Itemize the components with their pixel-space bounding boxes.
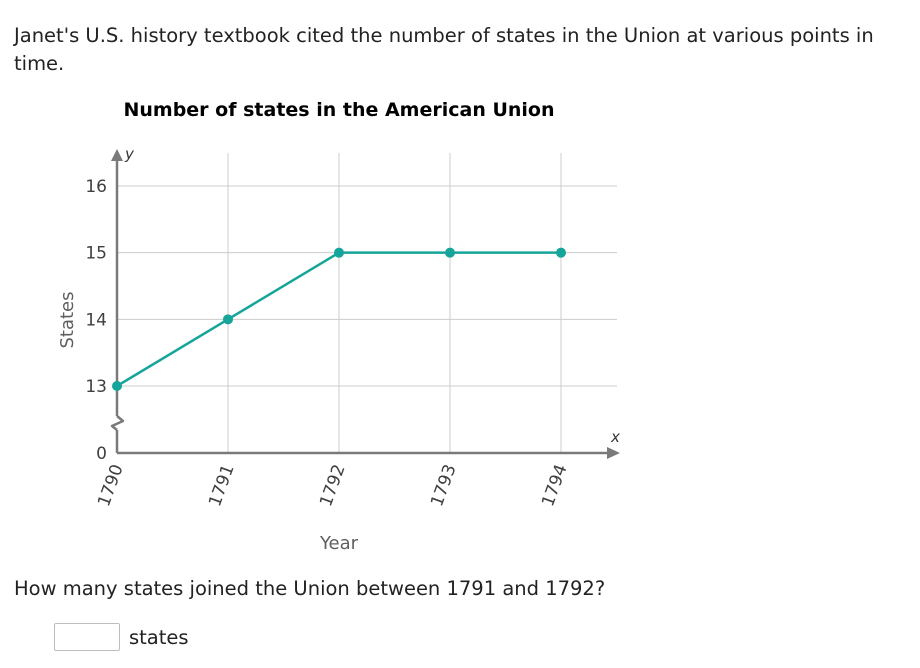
question-intro: Janet's U.S. history textbook cited the …: [14, 24, 874, 75]
y-axis-arrow-icon: [111, 149, 123, 161]
line-chart: Number of states in the American Union 1…: [57, 99, 620, 554]
x-axis-arrow-icon: [607, 447, 620, 459]
data-point: [223, 314, 233, 325]
grid-lines: [117, 153, 617, 453]
x-tick-label: 1793: [427, 462, 461, 509]
y-tick-label: 16: [85, 177, 107, 197]
data-point: [556, 247, 566, 258]
y-origin-label: 0: [96, 444, 107, 464]
data-series: [112, 247, 566, 391]
question-text: How many states joined the Union between…: [14, 577, 606, 600]
x-axis-title: Year: [319, 533, 359, 554]
y-axis-symbol: y: [124, 145, 135, 163]
answer-input[interactable]: [54, 623, 120, 651]
x-tick-label: 1791: [205, 462, 239, 509]
axes: [110, 149, 620, 459]
data-point: [334, 247, 344, 258]
x-axis-symbol: x: [610, 428, 620, 446]
y-tick-label: 15: [85, 244, 107, 264]
x-tick-label: 1794: [538, 462, 572, 509]
y-tick-label: 14: [85, 310, 107, 330]
data-point: [445, 247, 455, 258]
x-tick-label: 1792: [316, 462, 350, 509]
chart-title: Number of states in the American Union: [123, 99, 554, 121]
answer-unit-label: states: [129, 626, 189, 649]
y-axis-break-mark: [110, 415, 125, 431]
y-axis-title: States: [57, 291, 78, 348]
x-tick-label: 1790: [94, 462, 128, 509]
data-point: [112, 381, 122, 391]
y-tick-label: 13: [85, 377, 107, 397]
